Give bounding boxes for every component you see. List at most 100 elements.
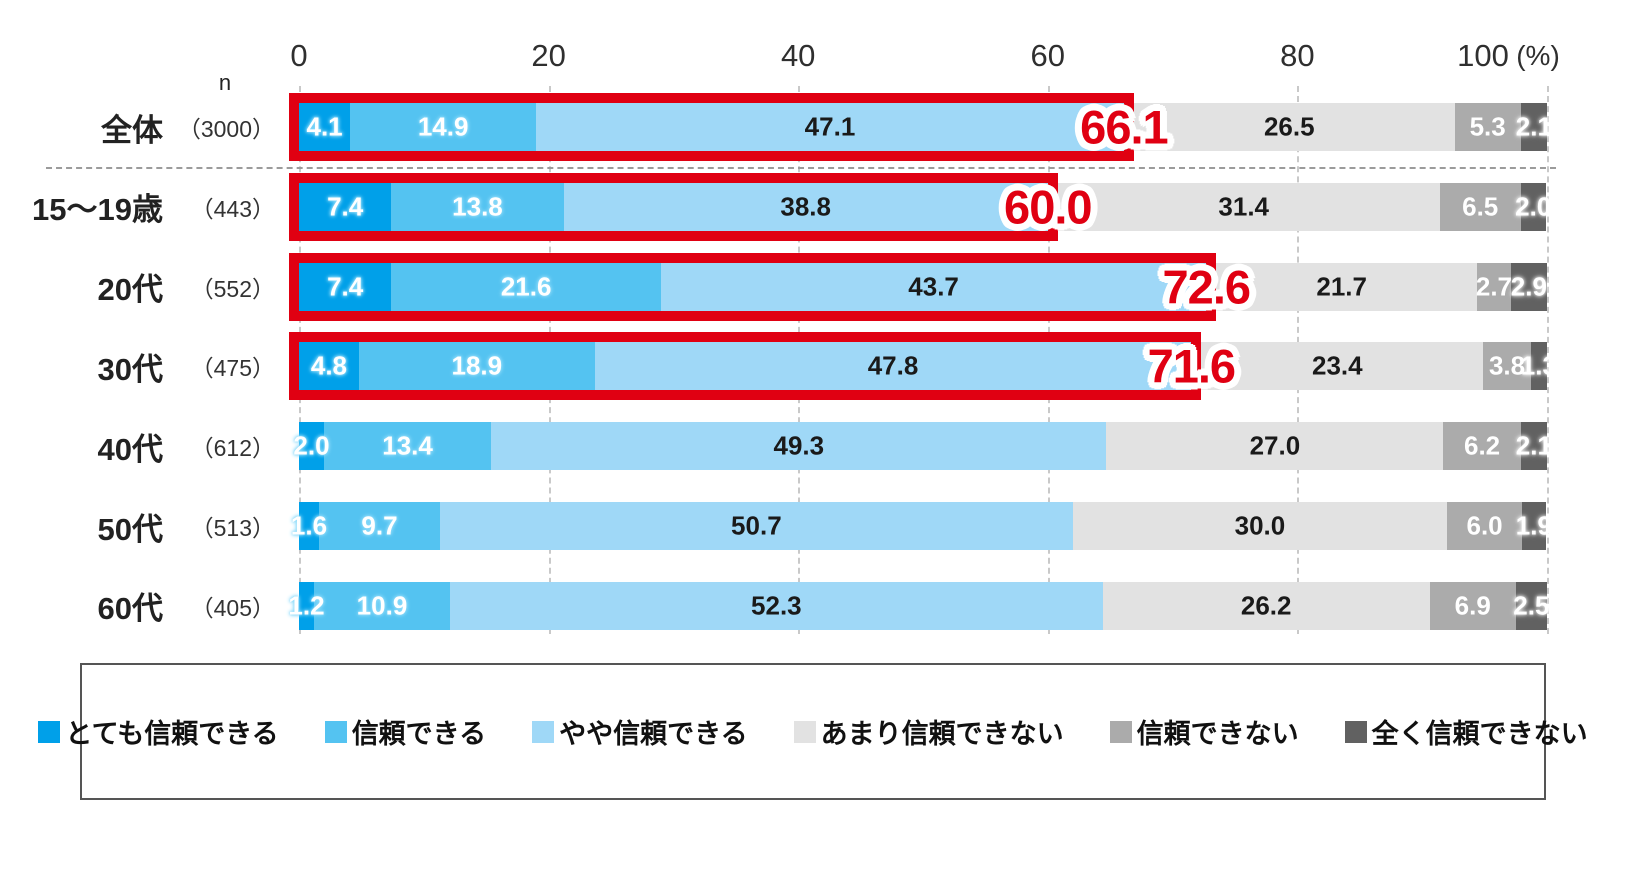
segment-value-label: 1.2 [288, 590, 325, 621]
highlight-total-label: 60.0 [1004, 180, 1092, 234]
segment-value-label: 2.1 [1515, 111, 1552, 142]
segment-value-label: 7.4 [327, 191, 364, 222]
segment-value-label: 23.4 [1311, 350, 1363, 381]
segment-value-label: 6.9 [1454, 590, 1491, 621]
segment-value-label: 2.9 [1510, 271, 1547, 302]
separator-line [46, 167, 1556, 169]
segment-value-label: 14.9 [417, 111, 469, 142]
legend-swatch [532, 720, 555, 743]
bar-segment: 23.4 [1191, 342, 1484, 391]
segment-value-label: 1.3 [1520, 350, 1557, 381]
category-label: 60代 （405） [28, 582, 275, 630]
bar-segment: 31.4 [1047, 182, 1440, 231]
segment-value-label: 47.8 [867, 350, 919, 381]
segment-value-label: 6.0 [1466, 510, 1503, 541]
bar-row: 7.4 21.6 43.7 21.7 2.7 2.9 [299, 262, 1547, 311]
gridline [1547, 86, 1549, 634]
segment-value-label: 2.0 [293, 430, 330, 461]
bar-segment: 18.9 [358, 342, 595, 391]
segment-value-label: 1.6 [290, 510, 328, 541]
highlight-total-label: 71.6 [1147, 339, 1236, 393]
bar-segment: 13.8 [391, 182, 564, 231]
legend-label: 全く信頼できない [1371, 719, 1588, 749]
legend-swatch [324, 720, 347, 743]
segment-value-label: 49.3 [773, 430, 825, 461]
legend-swatch [793, 720, 816, 743]
category-name: 全体 [101, 112, 163, 148]
sample-size: （3000） [177, 116, 275, 142]
bar-segment: 21.6 [391, 262, 661, 311]
highlight-total-label: 66.1 [1080, 100, 1168, 154]
bar-segment: 4.8 [299, 342, 359, 391]
bar-segment: 38.8 [563, 182, 1048, 231]
segment-value-label: 38.8 [780, 191, 831, 222]
bar-segment: 9.7 [318, 502, 440, 550]
segment-value-label: 26.2 [1240, 590, 1292, 621]
segment-value-label: 13.4 [382, 430, 433, 461]
legend-swatch [1109, 720, 1132, 743]
highlight-total-label: 72.6 [1162, 260, 1251, 314]
highlight-frame [289, 332, 1202, 401]
bar-segment: 47.1 [536, 103, 1124, 151]
segment-value-label: 2.7 [1475, 271, 1513, 302]
bar-segment: 6.9 [1429, 581, 1516, 630]
bar-segment: 6.5 [1439, 182, 1521, 231]
bar-row: 1.2 10.9 52.3 26.2 6.9 2.5 [288, 581, 1550, 630]
bar-segment: 13.4 [323, 422, 492, 471]
bar-segment: 21.7 [1206, 262, 1478, 311]
category-label: 全体 （3000） [28, 103, 275, 151]
legend-label: とても信頼できる [65, 719, 279, 749]
category-name: 60代 [97, 591, 163, 627]
bar-segment: 50.7 [440, 502, 1073, 550]
bar-segment: 5.3 [1454, 103, 1521, 151]
sample-size: （552） [190, 275, 275, 302]
segment-value-label: 2.5 [1513, 590, 1550, 621]
segment-value-label: 27.0 [1249, 430, 1301, 461]
category-name: 20代 [97, 272, 163, 308]
bar-row: 4.8 18.9 47.8 23.4 3.8 1.3 [299, 342, 1557, 391]
category-name: 50代 [97, 511, 163, 547]
category-label: 15～19歳 （443） [28, 183, 275, 231]
bar-segment: 1.6 [291, 502, 327, 550]
category-label: 30代 （475） [28, 342, 275, 390]
segment-value-label: 10.9 [356, 590, 408, 621]
bar-segment: 2.0 [1515, 182, 1551, 231]
bar-row: 1.6 9.7 50.7 30.0 6.0 1.9 [291, 502, 1552, 550]
segment-value-label: 2.0 [1515, 191, 1552, 222]
bar-row: 7.4 13.8 38.8 31.4 6.5 2.0 [299, 182, 1551, 231]
sample-size: （443） [190, 195, 275, 222]
category-label: 50代 （513） [28, 502, 275, 550]
highlight-frame [289, 172, 1058, 241]
x-axis-tick-label: 0 [290, 38, 308, 73]
legend-label: やや信頼できる [559, 719, 748, 749]
category-label: 40代 （612） [28, 422, 275, 470]
segment-value-label: 26.5 [1263, 111, 1315, 142]
sample-size: （405） [190, 594, 275, 621]
bar-segment: 7.4 [299, 182, 392, 231]
segment-value-label: 47.1 [804, 111, 856, 142]
bar-segment: 30.0 [1072, 502, 1448, 550]
bar-segment: 43.7 [660, 262, 1207, 311]
bar-row: 4.1 14.9 47.1 26.5 5.3 2.1 [299, 103, 1552, 151]
segment-value-label: 6.2 [1463, 430, 1501, 461]
bar-segment: 2.7 [1475, 262, 1513, 311]
legend-label: あまり信頼できない [820, 719, 1064, 749]
legend-item: やや信頼できる [532, 712, 748, 751]
sample-size: （612） [190, 435, 275, 462]
bar-segment: 6.0 [1447, 502, 1522, 550]
legend-item: 信頼できる [324, 712, 486, 751]
highlight-frame [289, 252, 1217, 321]
segment-value-label: 4.8 [310, 350, 348, 381]
x-axis-tick-label: 100 [1457, 38, 1509, 73]
bar-segment: 1.9 [1516, 502, 1552, 550]
segment-value-label: 21.6 [500, 271, 552, 302]
bar-segment: 1.2 [288, 581, 325, 630]
sample-size: （513） [190, 515, 275, 541]
x-axis-tick-label: 40 [780, 38, 816, 73]
bar-segment: 2.1 [1516, 422, 1552, 471]
sample-size: （475） [190, 355, 275, 382]
n-column-header: n [218, 70, 232, 95]
bar-segment: 27.0 [1106, 422, 1444, 471]
legend: とても信頼できる 信頼できる やや信頼できる あまり信頼できない 信頼できない 全く信頼で… [38, 663, 1588, 800]
segment-value-label: 52.3 [751, 590, 802, 621]
